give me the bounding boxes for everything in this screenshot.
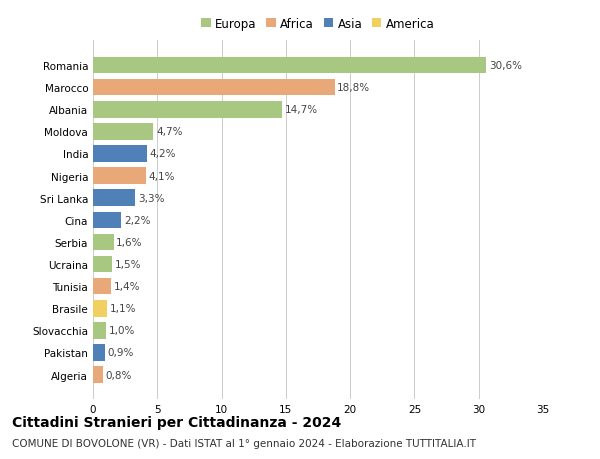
Bar — [93, 212, 121, 229]
Text: 0,9%: 0,9% — [107, 348, 134, 358]
Text: 2,2%: 2,2% — [124, 215, 151, 225]
Text: 0,8%: 0,8% — [106, 370, 132, 380]
Text: 1,0%: 1,0% — [109, 326, 135, 336]
Text: 1,6%: 1,6% — [116, 237, 143, 247]
Text: 1,4%: 1,4% — [113, 281, 140, 291]
Text: 14,7%: 14,7% — [284, 105, 317, 115]
Bar — [93, 366, 103, 383]
Text: 4,2%: 4,2% — [149, 149, 176, 159]
Bar — [93, 80, 335, 96]
Text: Cittadini Stranieri per Cittadinanza - 2024: Cittadini Stranieri per Cittadinanza - 2… — [12, 415, 341, 429]
Text: 1,5%: 1,5% — [115, 259, 142, 269]
Bar — [93, 146, 147, 162]
Bar — [93, 124, 154, 140]
Bar — [93, 322, 106, 339]
Bar — [93, 190, 136, 207]
Text: 4,7%: 4,7% — [156, 127, 182, 137]
Text: 1,1%: 1,1% — [110, 303, 136, 313]
Text: 30,6%: 30,6% — [489, 61, 522, 71]
Text: 4,1%: 4,1% — [148, 171, 175, 181]
Bar — [93, 256, 112, 273]
Bar — [93, 344, 104, 361]
Text: 18,8%: 18,8% — [337, 83, 370, 93]
Bar — [93, 102, 282, 118]
Text: COMUNE DI BOVOLONE (VR) - Dati ISTAT al 1° gennaio 2024 - Elaborazione TUTTITALI: COMUNE DI BOVOLONE (VR) - Dati ISTAT al … — [12, 438, 476, 448]
Bar — [93, 278, 111, 295]
Legend: Europa, Africa, Asia, America: Europa, Africa, Asia, America — [196, 13, 440, 36]
Bar — [93, 234, 113, 251]
Bar — [93, 300, 107, 317]
Text: 3,3%: 3,3% — [138, 193, 164, 203]
Bar — [93, 168, 146, 185]
Bar — [93, 57, 487, 74]
